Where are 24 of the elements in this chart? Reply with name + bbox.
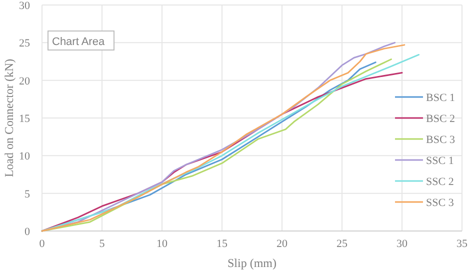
x-tick-label: 25 [336, 238, 348, 250]
x-tick-label: 0 [39, 238, 46, 250]
x-tick-label: 10 [156, 238, 168, 250]
y-tick-label: 20 [19, 75, 30, 88]
y-tick-label: 5 [24, 188, 30, 200]
x-tick-label: 30 [396, 238, 408, 250]
legend-label: SSC 1 [426, 155, 454, 167]
y-tick-label: 30 [19, 0, 30, 12]
x-tick-label: 35 [456, 238, 468, 250]
legend-label: BSC 2 [426, 113, 456, 125]
legend-label: BSC 1 [426, 92, 456, 104]
y-tick-label: 15 [19, 113, 30, 125]
y-tick-label: 0 [24, 226, 30, 238]
legend-label: SSC 3 [426, 197, 454, 209]
x-tick-label: 5 [99, 238, 106, 250]
legend-label: BSC 3 [426, 134, 456, 146]
y-tick-label: 25 [19, 38, 30, 50]
legend-label: SSC 2 [426, 176, 454, 188]
x-tick-label: 20 [276, 238, 288, 250]
annotation: Chart Area [52, 36, 106, 48]
y-axis-title: Load on Connector (kN) [2, 58, 16, 178]
x-axis-title: Slip (mm) [227, 256, 277, 270]
x-tick-label: 15 [216, 238, 228, 250]
y-tick-label: 10 [19, 150, 30, 163]
